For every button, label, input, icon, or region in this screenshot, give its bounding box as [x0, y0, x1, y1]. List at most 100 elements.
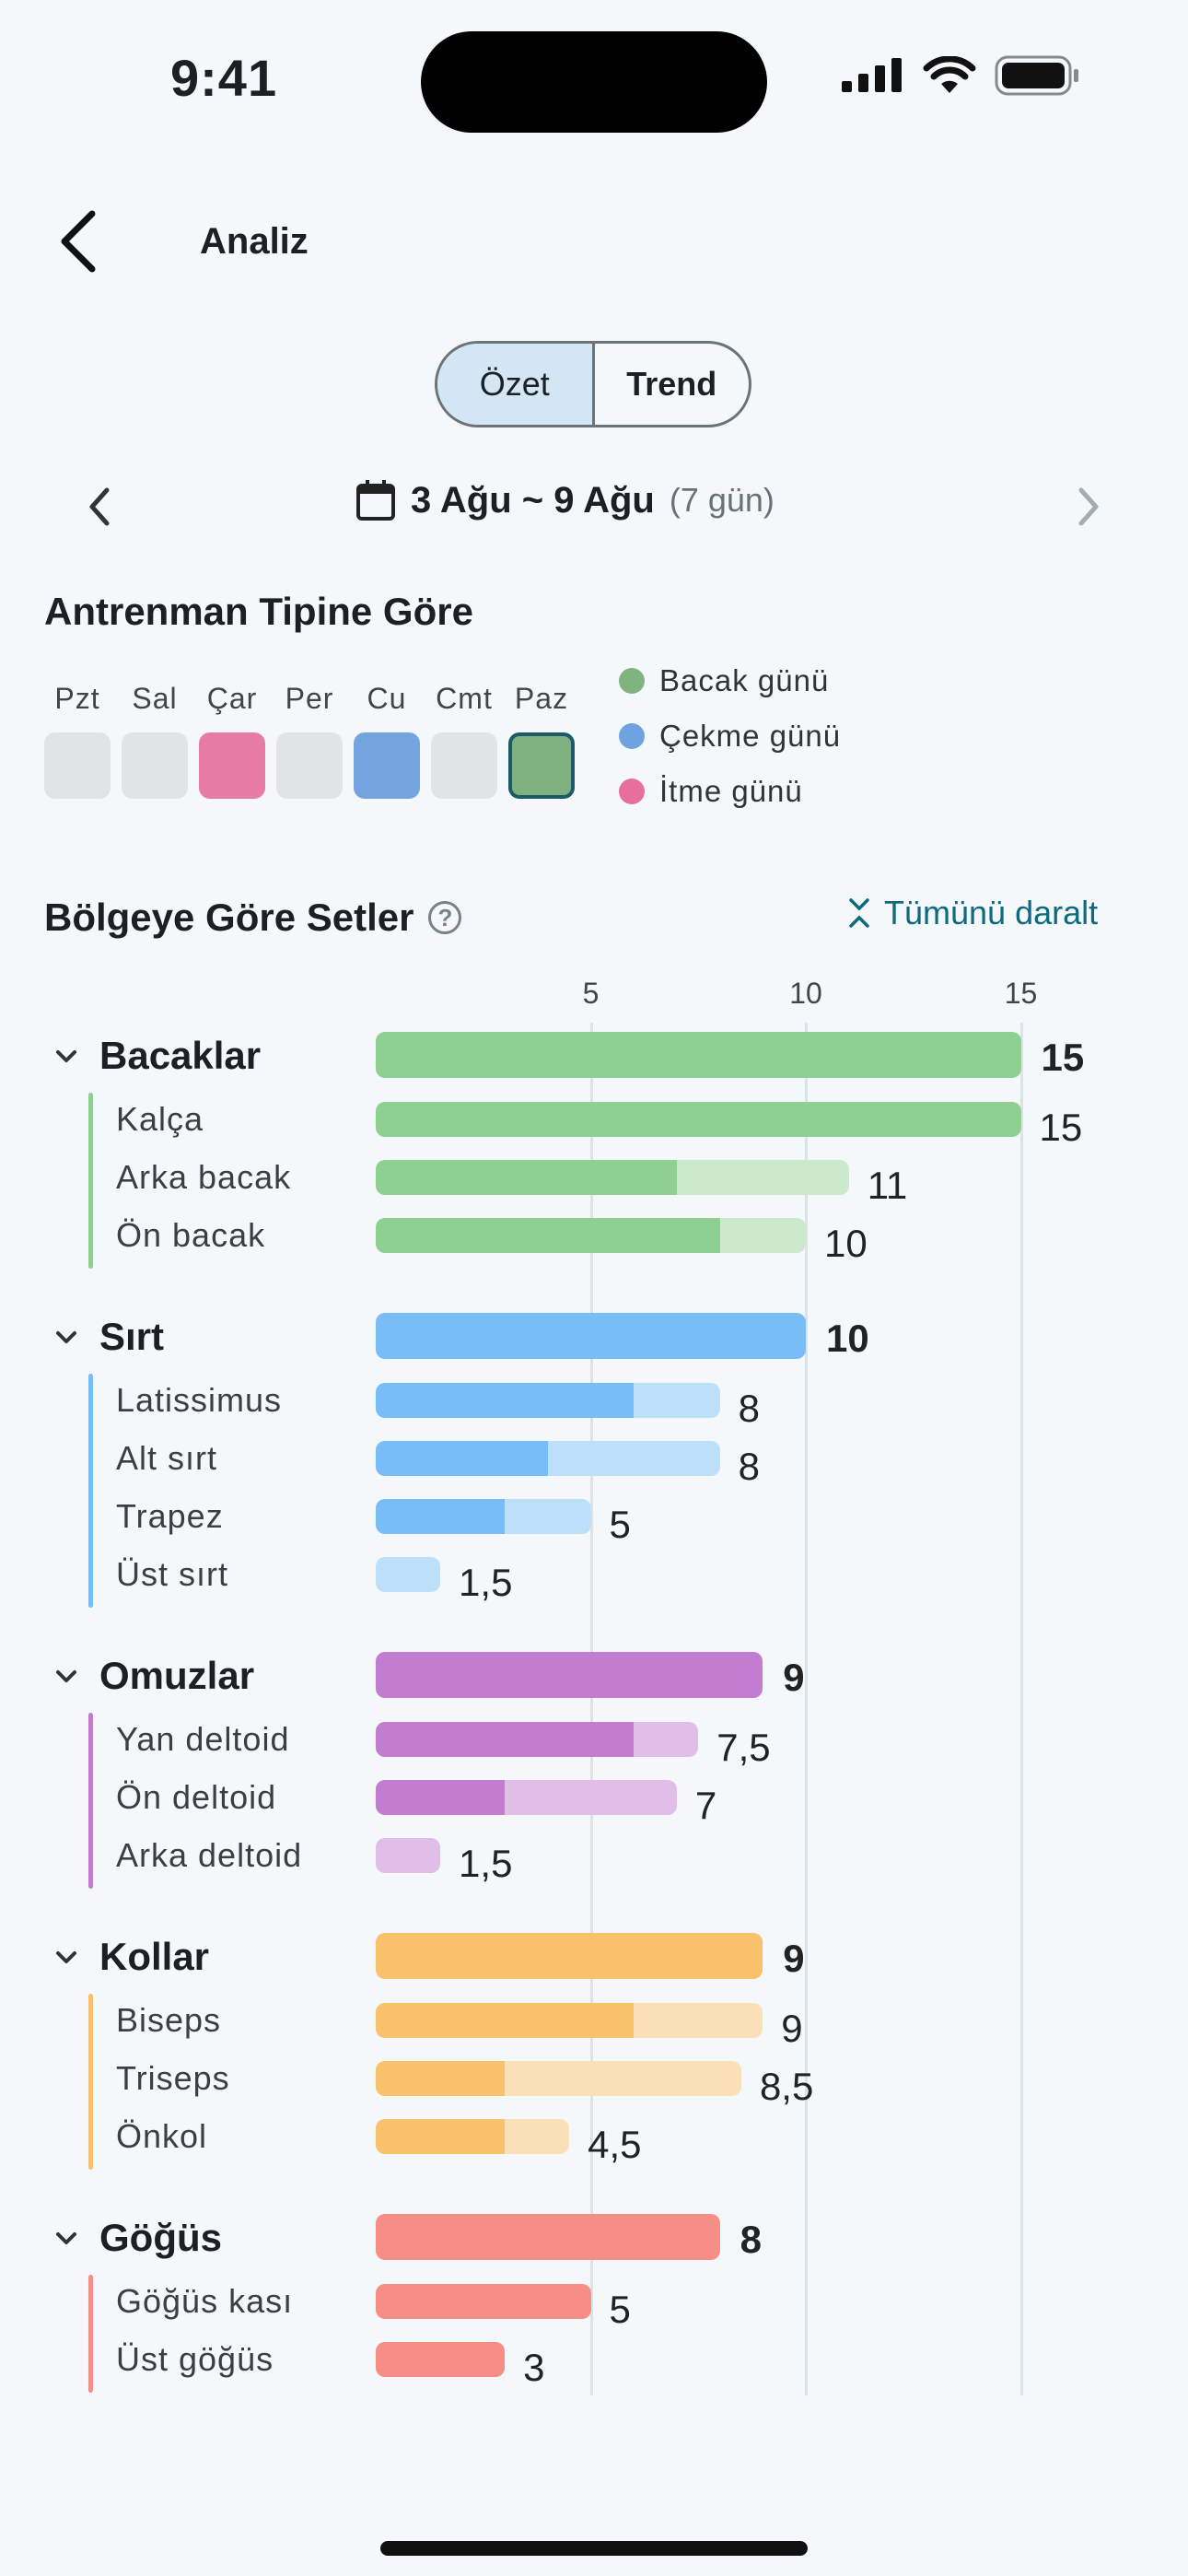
legend-label: Çekme günü [659, 719, 842, 753]
group-bar-fill [376, 2214, 720, 2260]
collapse-icon [849, 898, 869, 928]
muscle-bar [376, 1160, 849, 1195]
muscle-label: Göğüs kası [116, 2282, 294, 2320]
muscle-value: 7 [694, 1784, 717, 1827]
group-bar [376, 2214, 720, 2260]
calendar-icon [356, 480, 395, 521]
weekday-label-çar: Çar [206, 682, 258, 715]
muscle-bar-primary [376, 1218, 720, 1253]
training-type-title: Antrenman Tipine Göre [44, 590, 473, 633]
muscle-bar [376, 1218, 806, 1253]
collapse-all-label: Tümünü daralt [884, 894, 1099, 931]
date-range[interactable]: 3 Ağu ~ 9 Ağu (7 gün) [355, 479, 775, 521]
weekday-cell-sal[interactable] [122, 732, 188, 799]
muscle-label: Arka bacak [116, 1158, 292, 1196]
group-label[interactable]: Omuzlar [99, 1654, 255, 1697]
muscle-value: 7,5 [716, 1726, 771, 1769]
collapse-chevron-icon[interactable] [51, 1661, 82, 1692]
collapse-chevron-icon[interactable] [51, 1942, 82, 1973]
segment-summary[interactable]: Özet [437, 344, 595, 425]
weekday-cell-çar[interactable] [199, 732, 265, 799]
muscle-bar [376, 1499, 591, 1534]
collapse-chevron-icon[interactable] [51, 1322, 82, 1353]
legend-item: Çekme günü [619, 719, 841, 754]
muscle-label: Önkol [116, 2117, 208, 2155]
muscle-bar-primary [376, 2342, 506, 2377]
group-bar [376, 1652, 763, 1698]
group-label[interactable]: Bacaklar [99, 1034, 262, 1077]
gridline [589, 1023, 593, 2395]
muscle-bar-primary [376, 1441, 548, 1476]
axis-tick-label: 5 [582, 977, 600, 1010]
muscle-bar-primary [376, 2119, 506, 2154]
home-indicator [380, 2541, 808, 2556]
muscle-bar-secondary [376, 1557, 441, 1592]
muscle-bar [376, 1838, 441, 1873]
collapse-chevron-icon[interactable] [51, 1041, 82, 1072]
dynamic-island [421, 31, 767, 133]
weekday-cell-cu[interactable] [354, 732, 420, 799]
group-value: 10 [826, 1317, 869, 1360]
prev-week-chevron-icon[interactable] [81, 479, 118, 534]
help-icon[interactable]: ? [428, 901, 462, 934]
muscle-bar [376, 1557, 441, 1592]
muscle-label: Arka deltoid [116, 1836, 303, 1874]
muscle-bar [376, 2003, 763, 2038]
legend-label: Bacak günü [659, 663, 830, 697]
sets-by-region-header: Bölgeye Göre Setler ? [44, 896, 462, 940]
muscle-bar [376, 1441, 720, 1476]
next-week-chevron-icon[interactable] [1070, 479, 1107, 534]
muscle-bar-primary [376, 1102, 1021, 1137]
muscle-bar [376, 1383, 720, 1418]
back-chevron-icon[interactable] [55, 205, 111, 278]
legend-item: Bacak günü [619, 663, 829, 698]
weekday-cell-cmt[interactable] [431, 732, 497, 799]
collapse-chevron-icon[interactable] [51, 2223, 82, 2254]
muscle-label: Triseps [116, 2059, 230, 2097]
axis-tick-label: 15 [1004, 977, 1038, 1010]
legend-item: İtme günü [619, 774, 803, 809]
collapse-all-button[interactable]: Tümünü daralt [847, 894, 1098, 932]
group-label[interactable]: Göğüs [99, 2216, 222, 2259]
muscle-label: Latissimus [116, 1381, 283, 1419]
legend-dot [619, 779, 645, 804]
segment-trend[interactable]: Trend [626, 365, 717, 403]
view-segmented-control: Özet Trend [435, 341, 751, 427]
muscle-bar-primary [376, 2003, 635, 2038]
muscle-value: 11 [867, 1164, 908, 1207]
battery-icon [995, 55, 1078, 96]
muscle-bar [376, 1722, 699, 1757]
status-icons [840, 55, 1081, 96]
muscle-value: 5 [609, 1503, 631, 1546]
page-title: Analiz [200, 221, 309, 262]
group-value: 9 [783, 1937, 805, 1980]
axis-tick-label: 10 [789, 977, 822, 1010]
muscle-label: Kalça [116, 1100, 204, 1138]
gridline [805, 1023, 808, 2395]
group-label[interactable]: Kollar [99, 1935, 210, 1978]
muscle-bar-primary [376, 2061, 506, 2096]
muscle-bar-primary [376, 1160, 677, 1195]
weekday-label-paz: Paz [514, 682, 569, 715]
muscle-value: 5 [609, 2288, 631, 2331]
legend-dot [619, 668, 645, 694]
muscle-label: Alt sırt [116, 1439, 218, 1477]
weekday-label-cu: Cu [367, 682, 407, 715]
weekday-cell-pzt[interactable] [44, 732, 111, 799]
muscle-bar-primary [376, 1780, 506, 1815]
weekday-cell-per[interactable] [276, 732, 343, 799]
group-bar [376, 1933, 763, 1979]
muscle-label: Trapez [116, 1497, 224, 1535]
group-indent-line [88, 1374, 93, 1608]
muscle-bar [376, 1780, 677, 1815]
wifi-icon [923, 56, 976, 93]
group-indent-line [88, 2275, 93, 2393]
muscle-label: Ön bacak [116, 1216, 266, 1254]
muscle-bar-primary [376, 2284, 591, 2319]
muscle-value: 1,5 [459, 1842, 513, 1885]
weekday-cell-paz[interactable] [508, 732, 575, 799]
signal-icon [842, 58, 902, 92]
group-bar-fill [376, 1313, 806, 1359]
group-label[interactable]: Sırt [99, 1315, 165, 1358]
group-bar-fill [376, 1933, 763, 1979]
